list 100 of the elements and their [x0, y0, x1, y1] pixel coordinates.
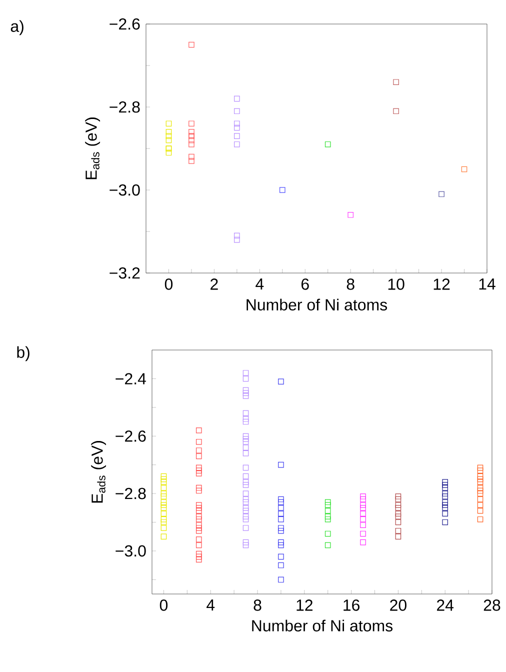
x-tick-label: 24: [436, 600, 454, 611]
point: [242, 416, 249, 422]
point: [234, 133, 240, 139]
point: [360, 539, 366, 546]
point: [242, 479, 249, 485]
point: [360, 516, 366, 522]
x-tick-label: 20: [390, 600, 406, 611]
point: [160, 490, 167, 496]
x-tick-label: 8: [254, 600, 262, 611]
x-axis-title: Number of Ni atoms: [246, 298, 388, 310]
x-axis-title: Number of Ni atoms: [252, 620, 393, 632]
point: [234, 108, 240, 114]
point: [324, 516, 331, 522]
point: [242, 393, 249, 399]
point: [242, 418, 249, 425]
point: [438, 191, 444, 198]
point: [395, 528, 402, 534]
x-tick-label: 12: [296, 600, 312, 611]
point: [196, 453, 202, 460]
point: [278, 378, 284, 384]
y-tick-label: −2.6: [110, 18, 140, 30]
point: [242, 514, 249, 520]
point: [188, 141, 194, 148]
point: [188, 120, 194, 127]
point: [477, 496, 484, 502]
point: [166, 137, 172, 144]
point: [278, 554, 284, 560]
point: [278, 510, 284, 517]
point: [196, 528, 202, 534]
point: [477, 502, 484, 508]
point: [477, 479, 484, 485]
point: [242, 490, 249, 496]
point: [278, 496, 284, 502]
point: [196, 522, 202, 528]
point: [442, 504, 448, 511]
point: [196, 470, 202, 476]
point: [196, 516, 202, 522]
point: [442, 499, 448, 506]
x-tick-label: 14: [479, 278, 496, 290]
point: [160, 493, 167, 500]
point: [160, 476, 167, 482]
point: [324, 508, 331, 514]
x-tick-label: 8: [346, 278, 354, 290]
y-tick-label: −2.8: [110, 101, 140, 113]
point: [160, 519, 167, 526]
point: [278, 539, 284, 546]
point: [278, 562, 284, 568]
point: [395, 502, 402, 508]
point: [242, 376, 249, 382]
point: [324, 514, 331, 520]
point: [242, 504, 249, 511]
point: [442, 502, 448, 508]
point: [477, 476, 484, 482]
y-axis-title: E$_{ads}$ (eV): [85, 118, 100, 180]
point: [160, 510, 167, 517]
point: [477, 516, 484, 522]
point: [360, 496, 366, 502]
text: a): [10, 20, 24, 36]
point: [278, 542, 284, 548]
point: [360, 530, 366, 537]
point: [196, 542, 202, 548]
x-tick-label: 0: [160, 600, 168, 611]
point: [324, 542, 331, 548]
point: [188, 154, 194, 160]
point: [196, 550, 202, 557]
x-tick-label: 10: [388, 278, 404, 290]
point: [242, 539, 249, 546]
point: [395, 514, 402, 520]
point: [279, 187, 286, 193]
point: [196, 504, 202, 511]
point: [234, 96, 240, 102]
point: [242, 436, 249, 442]
point: [242, 438, 249, 445]
point: [360, 502, 366, 508]
x-tick-label: 6: [301, 278, 309, 290]
point: [477, 464, 484, 471]
text: b): [17, 346, 30, 362]
y-tick-label: −2.6: [116, 430, 146, 442]
point: [477, 484, 484, 491]
point: [166, 120, 172, 127]
point: [242, 516, 249, 522]
point: [442, 490, 448, 496]
point: [196, 484, 202, 491]
point: [234, 141, 240, 148]
point: [160, 534, 167, 540]
point: [196, 514, 202, 520]
point: [160, 525, 167, 531]
point: [395, 504, 402, 511]
point: [160, 504, 167, 511]
point: [196, 554, 202, 560]
point: [196, 438, 202, 445]
point: [196, 427, 202, 434]
point: [324, 141, 331, 148]
point: [196, 464, 202, 471]
point: [242, 508, 249, 514]
point: [166, 150, 172, 156]
point: [234, 120, 240, 127]
point: [278, 516, 284, 522]
point: [395, 496, 402, 502]
point: [278, 576, 284, 583]
